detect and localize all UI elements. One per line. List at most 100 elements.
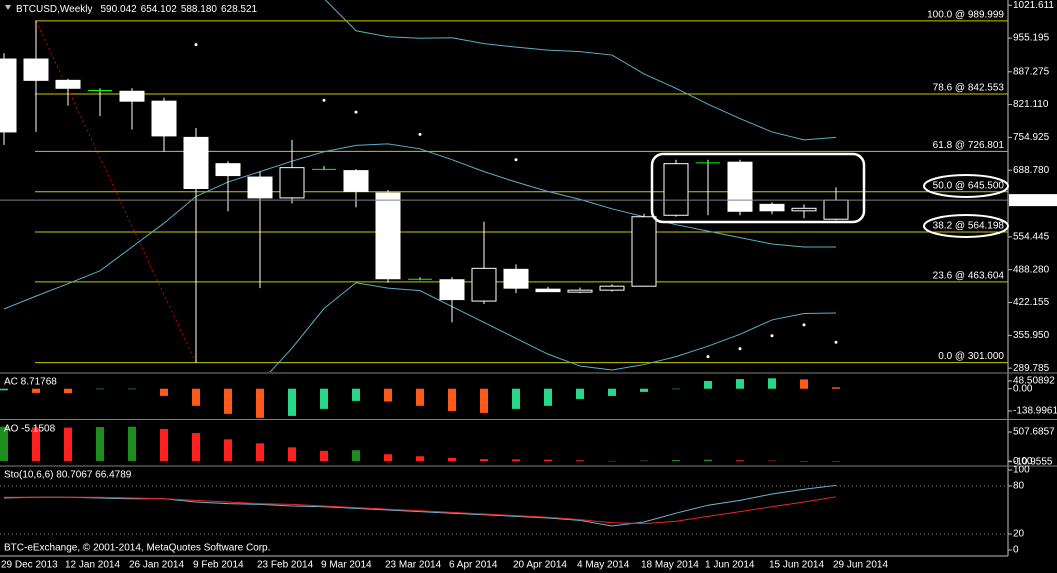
pane xyxy=(0,0,1008,372)
bar xyxy=(320,388,328,409)
y-tick-label: 0.00 xyxy=(1013,456,1033,467)
bar xyxy=(448,457,456,462)
bar xyxy=(128,388,136,390)
y-tick-label: 754.925 xyxy=(1013,132,1050,143)
x-tick-label: 4 May 2014 xyxy=(577,560,630,571)
bar xyxy=(0,388,8,391)
pane-title: AC 8.71768 xyxy=(4,377,57,388)
y-tick-label: -138.9961 xyxy=(1013,406,1057,417)
bar xyxy=(832,461,840,462)
pane-title: AO -5.1508 xyxy=(4,424,56,435)
ohlc-label: 590.042 xyxy=(101,4,138,15)
candle-body xyxy=(23,58,49,81)
copyright: BTC-eExchange, © 2001-2014, MetaQuotes S… xyxy=(4,543,270,554)
candle-body xyxy=(631,216,657,287)
candle-body xyxy=(823,199,849,220)
bar xyxy=(224,439,232,462)
pane-title: Sto(10,6,6) 80.7067 66.4789 xyxy=(4,470,132,481)
ohlc-label: 588.180 xyxy=(181,4,218,15)
bar xyxy=(640,388,648,392)
bar xyxy=(672,388,680,390)
chart-title: BTCUSD,Weekly 590.042 654.102 588.180 628.52… xyxy=(16,4,258,15)
y-tick-label: 488.280 xyxy=(1013,264,1050,275)
bar xyxy=(128,426,136,462)
bar xyxy=(192,433,200,462)
bar xyxy=(64,388,72,394)
bar xyxy=(96,427,104,462)
line xyxy=(3,143,836,310)
candle-body xyxy=(727,161,753,212)
bar xyxy=(576,460,584,462)
y-tick-label: 289.785 xyxy=(1013,363,1050,374)
x-tick-label: 26 Jan 2014 xyxy=(129,560,184,571)
bar xyxy=(768,460,776,462)
candle-body xyxy=(791,207,817,212)
bar xyxy=(640,460,648,462)
bar xyxy=(32,427,40,462)
candle-body xyxy=(599,285,625,291)
bar xyxy=(448,388,456,411)
fib-label: 0.0 @ 301.000 xyxy=(938,351,1004,362)
bar xyxy=(416,456,424,462)
ohlc-label: 654.102 xyxy=(141,4,178,15)
fib-label: 23.6 @ 463.604 xyxy=(933,271,1005,282)
bar xyxy=(64,427,72,462)
highlight-ellipse xyxy=(923,174,1009,198)
indicator-point xyxy=(354,110,358,114)
bar xyxy=(704,381,712,389)
fib-label: 78.6 @ 842.553 xyxy=(933,83,1005,94)
indicator-point xyxy=(802,323,806,327)
bar xyxy=(576,388,584,399)
x-tick-label: 23 Feb 2014 xyxy=(257,560,314,571)
y-tick-label: 100 xyxy=(1013,465,1030,476)
y-tick-label: 554.445 xyxy=(1013,232,1050,243)
indicator-point xyxy=(514,158,518,162)
bar xyxy=(0,426,8,462)
candle-body xyxy=(279,167,305,199)
bar xyxy=(704,459,712,462)
indicator-point xyxy=(322,98,326,102)
candle-body xyxy=(247,176,273,199)
bar xyxy=(352,450,360,462)
bar xyxy=(160,429,168,462)
indicator-point xyxy=(706,355,710,359)
y-tick-label: 0 xyxy=(1013,545,1019,556)
x-tick-label: 6 Apr 2014 xyxy=(449,560,498,571)
line xyxy=(269,282,837,372)
x-tick-label: 20 Apr 2014 xyxy=(513,560,567,571)
x-tick-label: 29 Dec 2013 xyxy=(1,560,58,571)
bar xyxy=(320,450,328,462)
candle-body xyxy=(0,58,17,133)
fib-label: 38.2 @ 564.198 xyxy=(933,221,1005,232)
bar xyxy=(384,388,392,402)
indicator-point xyxy=(770,334,774,338)
x-tick-label: 9 Mar 2014 xyxy=(321,560,372,571)
bar xyxy=(832,387,840,389)
bar xyxy=(256,443,264,462)
x-tick-label: 1 Jun 2014 xyxy=(705,560,755,571)
y-tick-label: 821.110 xyxy=(1013,99,1049,110)
x-tick-label: 9 Feb 2014 xyxy=(193,560,244,571)
fib-label: 61.8 @ 726.801 xyxy=(933,140,1005,151)
x-tick-label: 15 Jun 2014 xyxy=(769,560,824,571)
bar xyxy=(416,388,424,406)
candle-body xyxy=(183,136,209,189)
bar xyxy=(480,459,488,462)
fib-label: 100.0 @ 989.999 xyxy=(927,9,1004,20)
candle-body xyxy=(215,163,241,177)
pane xyxy=(0,426,840,462)
bar xyxy=(192,388,200,406)
annotations xyxy=(650,152,1009,238)
symbol: BTCUSD,Weekly xyxy=(16,4,93,15)
indicator-point xyxy=(418,132,422,136)
x-tick-label: 29 Jun 2014 xyxy=(833,560,888,571)
bar xyxy=(544,459,552,462)
y-tick-label: 80 xyxy=(1013,481,1025,492)
price-tag xyxy=(1009,194,1057,207)
bar xyxy=(288,388,296,416)
pane xyxy=(0,378,840,418)
candle-body xyxy=(759,203,785,212)
line xyxy=(3,484,837,527)
